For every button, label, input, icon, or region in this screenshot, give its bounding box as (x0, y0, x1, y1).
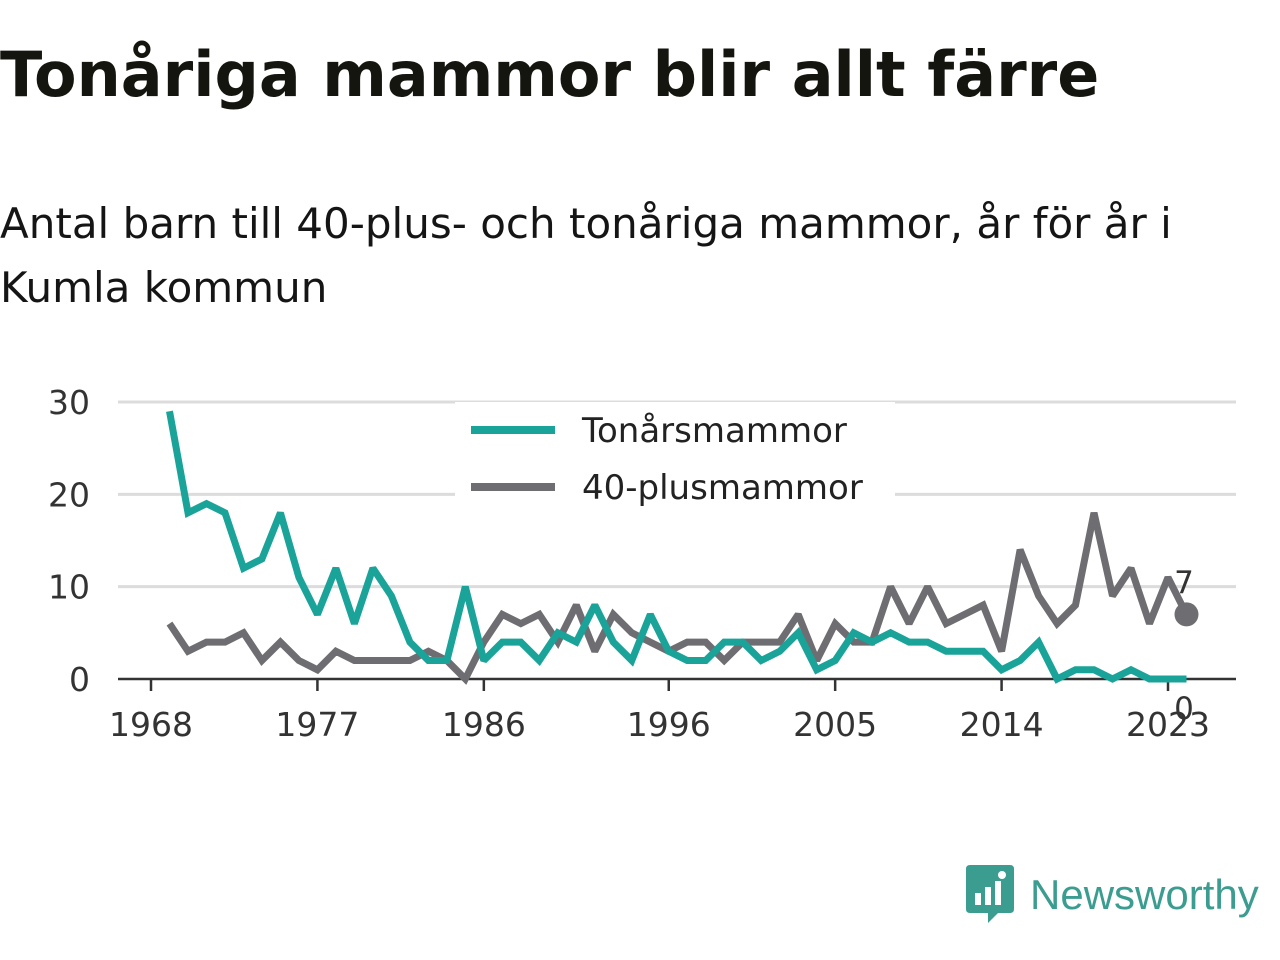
x-tick-labels: 1968 1977 1986 1996 2005 2014 2023 (109, 705, 1210, 744)
legend-label-40-plusmammor: 40-plusmammor (582, 468, 863, 508)
series-lines (166, 410, 1199, 685)
brand-logo: Newsworthy (964, 864, 1259, 926)
x-tick-label: 2023 (1126, 705, 1210, 744)
x-axis (118, 677, 1236, 691)
x-tick-label: 2005 (793, 705, 877, 744)
bar-chart-speech-bubble-icon (966, 865, 1014, 923)
page-subtitle: Antal barn till 40-plus- och tonåriga ma… (0, 199, 1172, 312)
end-point-40-plusmammor (1174, 602, 1199, 627)
legend: Tonårsmammor 40-plusmammor (455, 402, 895, 517)
x-tick-label: 1968 (109, 705, 193, 744)
x-tick-label: 2014 (960, 705, 1044, 744)
y-axis: 0 10 20 30 (48, 383, 90, 699)
brand-name: Newsworthy (1030, 871, 1259, 918)
series-line-40-plusmammor (166, 512, 1190, 685)
x-tick-label: 1996 (627, 705, 711, 744)
x-tick-label: 1986 (442, 705, 526, 744)
end-label-tonarsmammor: 0 (1174, 691, 1194, 727)
y-tick-label: 10 (48, 568, 90, 607)
end-labels: 7 0 (1174, 565, 1194, 727)
y-tick-label: 0 (69, 660, 90, 699)
end-label-40-plusmammor: 7 (1174, 565, 1194, 601)
page-title: Tonåriga mammor blir allt färre (0, 38, 1100, 111)
legend-background (455, 402, 895, 517)
y-tick-label: 30 (48, 383, 90, 422)
series-line-tonarsmammor (166, 410, 1187, 684)
legend-label-tonarsmammor: Tonårsmammor (581, 411, 847, 451)
y-tick-label: 20 (48, 475, 90, 514)
x-tick-label: 1977 (275, 705, 359, 744)
